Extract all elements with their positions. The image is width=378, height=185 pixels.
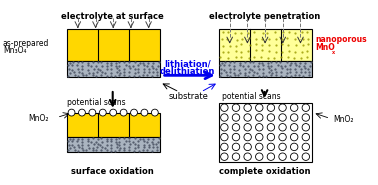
Text: MnO₂: MnO₂ <box>28 114 49 123</box>
Circle shape <box>244 143 251 151</box>
Circle shape <box>152 109 158 116</box>
Circle shape <box>279 114 286 121</box>
Circle shape <box>302 153 310 160</box>
Circle shape <box>244 124 251 131</box>
Circle shape <box>130 109 138 116</box>
Circle shape <box>256 153 263 160</box>
Circle shape <box>244 114 251 121</box>
Circle shape <box>232 124 240 131</box>
Text: as-prepared: as-prepared <box>3 38 49 48</box>
Circle shape <box>221 143 228 151</box>
Circle shape <box>221 104 228 111</box>
Text: electrolyte at surface: electrolyte at surface <box>61 12 164 21</box>
Circle shape <box>141 109 148 116</box>
Circle shape <box>110 109 117 116</box>
Circle shape <box>256 124 263 131</box>
Circle shape <box>267 143 275 151</box>
Text: lithiation/: lithiation/ <box>164 59 211 68</box>
Circle shape <box>290 133 298 141</box>
Circle shape <box>279 124 286 131</box>
Circle shape <box>256 133 263 141</box>
Circle shape <box>290 124 298 131</box>
Circle shape <box>244 104 251 111</box>
Circle shape <box>267 104 275 111</box>
Circle shape <box>302 114 310 121</box>
Circle shape <box>99 109 106 116</box>
Circle shape <box>279 143 286 151</box>
Text: surface oxidation: surface oxidation <box>71 167 154 176</box>
Bar <box>218 103 311 162</box>
Bar <box>67 61 160 77</box>
Circle shape <box>68 109 75 116</box>
Text: delithiation: delithiation <box>160 67 215 76</box>
Circle shape <box>279 104 286 111</box>
Circle shape <box>89 109 96 116</box>
Circle shape <box>232 104 240 111</box>
Circle shape <box>256 143 263 151</box>
Circle shape <box>302 124 310 131</box>
Text: potential scans: potential scans <box>223 92 281 101</box>
Circle shape <box>221 114 228 121</box>
Circle shape <box>256 114 263 121</box>
Text: nanoporous: nanoporous <box>316 35 367 44</box>
Bar <box>218 29 311 61</box>
Circle shape <box>267 153 275 160</box>
Circle shape <box>267 133 275 141</box>
Circle shape <box>232 153 240 160</box>
Circle shape <box>232 143 240 151</box>
Circle shape <box>267 124 275 131</box>
Circle shape <box>244 133 251 141</box>
Circle shape <box>290 143 298 151</box>
Text: potential scans: potential scans <box>67 98 125 107</box>
Text: MnO: MnO <box>316 43 335 52</box>
Text: x: x <box>332 50 335 55</box>
Circle shape <box>221 133 228 141</box>
Circle shape <box>279 153 286 160</box>
Circle shape <box>267 114 275 121</box>
Circle shape <box>290 114 298 121</box>
Bar <box>67 113 160 137</box>
Bar <box>67 29 160 61</box>
Circle shape <box>302 133 310 141</box>
Text: MnO₂: MnO₂ <box>333 115 354 124</box>
Circle shape <box>279 133 286 141</box>
Text: Mn₃O₄: Mn₃O₄ <box>3 46 26 55</box>
Circle shape <box>302 104 310 111</box>
Circle shape <box>290 153 298 160</box>
Circle shape <box>302 143 310 151</box>
Bar <box>218 61 311 77</box>
Circle shape <box>232 133 240 141</box>
Text: electrolyte penetration: electrolyte penetration <box>209 12 320 21</box>
Circle shape <box>221 124 228 131</box>
Text: complete oxidation: complete oxidation <box>219 167 310 176</box>
Circle shape <box>120 109 127 116</box>
Circle shape <box>221 153 228 160</box>
Circle shape <box>256 104 263 111</box>
Circle shape <box>79 109 85 116</box>
Circle shape <box>290 104 298 111</box>
Circle shape <box>232 114 240 121</box>
Text: substrate: substrate <box>168 92 208 101</box>
Circle shape <box>244 153 251 160</box>
Bar <box>67 137 160 152</box>
